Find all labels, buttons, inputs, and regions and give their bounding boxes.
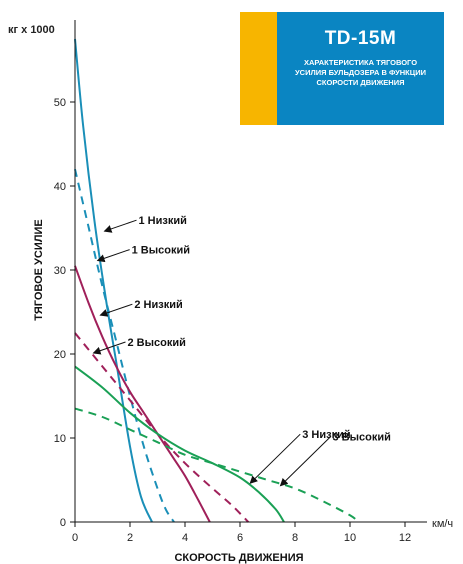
annotation-arrow [92,341,126,355]
annotation-label: 3 Низкий [302,429,350,441]
annotation-label: 3 Высокий [333,432,391,444]
x-axis-title: СКОРОСТЬ ДВИЖЕНИЯ [174,552,303,564]
y-tick-label: 10 [54,433,66,445]
series-line-1-низкий [74,38,153,523]
annotation-label: 2 Низкий [134,299,182,311]
annotation: 3 Высокий [279,432,391,487]
annotation: 3 Низкий [249,429,351,484]
title-panel: TD-15M ХАРАКТЕРИСТИКА ТЯГОВОГО УСИЛИЯ БУ… [277,12,444,125]
x-tick-label: 8 [292,532,298,544]
series-line-3-низкий [74,365,285,523]
title-box: TD-15M ХАРАКТЕРИСТИКА ТЯГОВОГО УСИЛИЯ БУ… [240,12,444,125]
series-line-2-низкий [74,265,211,523]
x-tick-label: 0 [72,532,78,544]
title-accent-stripe [240,12,277,125]
x-unit-label: км/ч [432,518,453,530]
annotation-arrow [99,303,133,317]
annotation-label: 1 Высокий [132,245,190,257]
y-tick-label: 50 [54,97,66,109]
x-tick-label: 4 [182,532,188,544]
y-unit-label: кг х 1000 [8,24,55,36]
y-ticks: 0 10 20 30 40 50 [54,97,75,529]
chart-description: ХАРАКТЕРИСТИКА ТЯГОВОГО УСИЛИЯ БУЛЬДОЗЕР… [295,58,426,87]
x-tick-label: 6 [237,532,243,544]
annotation-label: 1 Низкий [139,215,187,227]
curves-layer [74,38,359,523]
y-tick-label: 20 [54,349,66,361]
annotation: 1 Высокий [96,245,190,263]
y-tick-label: 0 [60,517,66,529]
x-ticks: 0 2 4 6 8 10 12 [72,522,411,544]
y-axis-title: ТЯГОВОЕ УСИЛИЕ [33,219,45,320]
y-tick-label: 30 [54,265,66,277]
series-line-2-высокий [74,332,250,523]
y-tick-label: 40 [54,181,66,193]
annotation-arrow [103,219,137,233]
annotation-arrow [96,249,130,263]
annotation-arrow [249,433,301,484]
annotation: 2 Высокий [92,337,186,355]
annotations-layer: 1 Низкий 1 Высокий 2 Низкий 2 Высокий 3 Низк… [92,215,391,487]
x-tick-label: 2 [127,532,133,544]
series-line-3-высокий [74,407,359,523]
annotation-arrow [279,436,331,487]
x-tick-label: 12 [399,532,411,544]
annotation-label: 2 Высокий [128,337,186,349]
x-tick-label: 10 [344,532,356,544]
annotation: 2 Низкий [99,299,183,317]
model-title: TD-15M [324,28,397,49]
annotation: 1 Низкий [103,215,187,233]
